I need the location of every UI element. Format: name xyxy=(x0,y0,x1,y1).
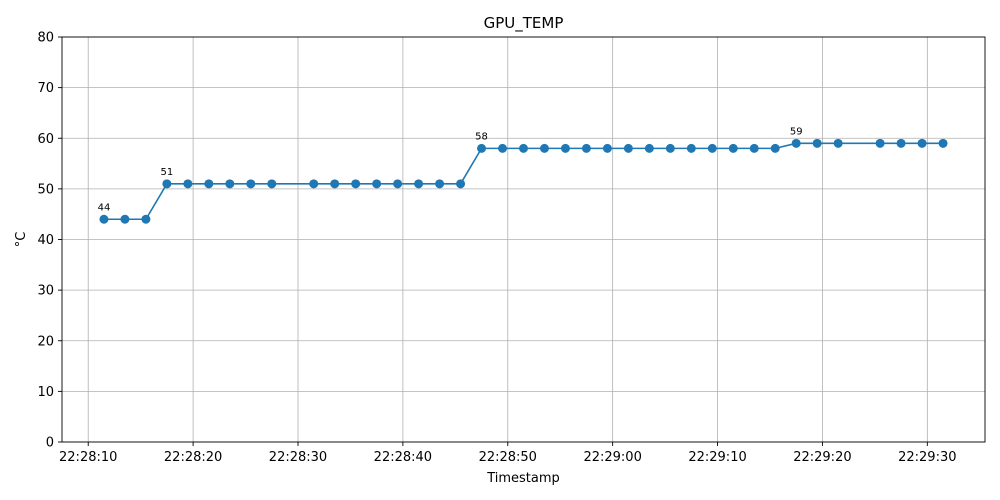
data-point xyxy=(665,143,675,153)
axis-ticks: 22:28:10 22:28:20 22:28:30 22:28:40 22:28:50… xyxy=(37,31,956,466)
x-tick-label: 22:28:40 xyxy=(374,450,432,465)
data-point xyxy=(456,179,466,189)
data-point xyxy=(267,179,277,189)
y-tick-label: 40 xyxy=(37,233,54,248)
data-point xyxy=(938,138,948,148)
data-point xyxy=(351,179,361,189)
data-point xyxy=(330,179,340,189)
x-tick-label: 22:29:00 xyxy=(583,450,641,465)
data-point xyxy=(791,138,801,148)
data-point xyxy=(225,179,235,189)
grid-lines xyxy=(62,36,985,443)
data-point xyxy=(372,179,382,189)
x-tick-label: 22:28:30 xyxy=(269,450,327,465)
y-tick-label: 80 xyxy=(37,31,54,46)
y-tick-label: 20 xyxy=(37,334,54,349)
data-point xyxy=(623,143,633,153)
data-point xyxy=(833,138,843,148)
x-tick-label: 22:29:30 xyxy=(898,450,956,465)
data-point xyxy=(686,143,696,153)
x-tick-label: 22:28:10 xyxy=(59,450,117,465)
data-point xyxy=(770,143,780,153)
data-point xyxy=(246,179,256,189)
y-tick-label: 10 xyxy=(37,385,54,400)
data-point xyxy=(917,138,927,148)
data-point xyxy=(560,143,570,153)
y-tick-label: 70 xyxy=(37,81,54,96)
data-point xyxy=(749,143,759,153)
data-point xyxy=(435,179,445,189)
data-point xyxy=(183,179,193,189)
data-point xyxy=(477,143,487,153)
data-point xyxy=(414,179,424,189)
data-label: 44 xyxy=(98,202,111,213)
data-point xyxy=(539,143,549,153)
data-point xyxy=(896,138,906,148)
y-tick-label: 50 xyxy=(37,182,54,197)
data-point xyxy=(162,179,172,189)
data-point xyxy=(728,143,738,153)
data-point xyxy=(99,214,109,224)
data-point xyxy=(519,143,528,153)
data-point xyxy=(498,143,508,153)
y-axis-label: °C xyxy=(14,232,29,248)
data-point xyxy=(602,143,612,153)
x-axis-label: Timestamp xyxy=(486,471,560,486)
x-tick-label: 22:28:50 xyxy=(479,450,537,465)
data-point xyxy=(309,179,319,189)
data-point xyxy=(644,143,654,153)
data-point xyxy=(141,214,151,224)
data-label: 59 xyxy=(790,126,803,137)
data-annotations: 44 51 58 59 xyxy=(98,126,803,213)
x-tick-label: 22:29:20 xyxy=(793,450,851,465)
data-point xyxy=(204,179,214,189)
y-tick-label: 30 xyxy=(37,284,54,299)
data-label: 58 xyxy=(475,131,488,142)
y-tick-label: 60 xyxy=(37,132,54,147)
data-point xyxy=(120,214,130,224)
data-point xyxy=(707,143,717,153)
data-point xyxy=(581,143,591,153)
x-tick-label: 22:28:20 xyxy=(164,450,222,465)
series-gpu-temp xyxy=(99,138,948,224)
data-label: 51 xyxy=(161,167,174,178)
data-point xyxy=(812,138,822,148)
data-point xyxy=(393,179,403,189)
chart-title: GPU_TEMP xyxy=(484,14,564,33)
data-point xyxy=(875,138,885,148)
y-tick-label: 0 xyxy=(46,436,54,451)
x-tick-label: 22:29:10 xyxy=(688,450,746,465)
